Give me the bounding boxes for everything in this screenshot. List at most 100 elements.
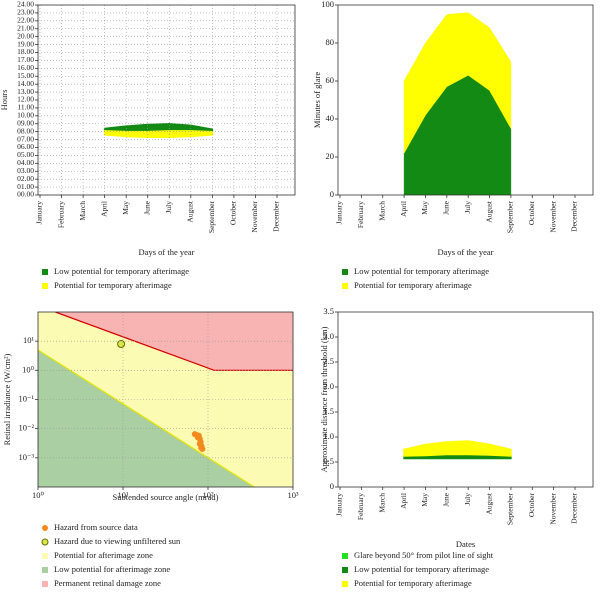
y-tick-label: 02.00	[17, 174, 34, 183]
legend-label: Hazard due to viewing unfiltered sun	[54, 536, 181, 546]
x-tick-label: February	[56, 201, 65, 228]
scatter-point	[198, 444, 205, 451]
y-tick-label: 15.00	[17, 71, 34, 80]
x-tick-label: January	[335, 201, 344, 225]
legend-swatch	[342, 553, 348, 559]
y-tick-label: 17.00	[17, 55, 34, 64]
x-axis-title: Dates	[456, 539, 475, 549]
plot-area	[403, 440, 512, 460]
y-axis-title: Minutes of glare	[312, 72, 322, 128]
legend-label: Glare beyond 50° from pilot line of sigh…	[354, 550, 494, 560]
y-tick-label: 00.00	[17, 190, 34, 199]
x-tick-label: June	[442, 492, 451, 506]
y-tick-label: 2.5	[323, 356, 334, 366]
y-tick-label: 24.00	[17, 0, 34, 9]
x-tick-label: September	[506, 493, 515, 526]
y-tick-label: 08.00	[17, 126, 34, 135]
x-tick-label: August	[484, 492, 493, 515]
y-tick-label: 10¹	[23, 335, 35, 345]
x-tick-label: August	[484, 200, 493, 223]
y-tick-label: 18.00	[17, 47, 34, 56]
y-tick-label: 80	[326, 37, 335, 47]
x-tick-label: January	[35, 201, 44, 225]
legend-label: Potential for afterimage zone	[54, 550, 153, 560]
y-tick-label: 21.00	[17, 23, 34, 32]
legend-swatch	[42, 525, 48, 531]
legend-label: Hazard from source data	[54, 522, 138, 532]
y-tick-label: 40	[326, 113, 335, 123]
legend-swatch	[41, 538, 49, 546]
legend-label: Low potential for temporary afterimage	[54, 266, 189, 276]
x-tick-label: November	[548, 200, 557, 232]
y-tick-label: 04.00	[17, 158, 34, 167]
y-tick-label: 11.00	[17, 103, 34, 112]
legend-swatch	[42, 567, 48, 573]
y-tick-label: 3.0	[323, 331, 334, 341]
x-tick-label: July	[164, 201, 173, 214]
legend-swatch	[342, 283, 348, 289]
chart-panel: 0 0.5 1.0 1.5 2.0 2.5 3.0 3.5 January February Mar…	[319, 306, 594, 588]
legend-label: Low potential for afterimage zone	[54, 564, 170, 574]
x-tick-label: November	[250, 200, 259, 232]
plot-area	[403, 12, 512, 195]
legend-swatch	[342, 581, 348, 587]
chart-panel: 0 20 40 60 80 100 January February March April May…	[312, 0, 594, 290]
legend-swatch	[342, 567, 348, 573]
legend-swatch	[42, 283, 48, 289]
x-tick-label: October	[527, 200, 536, 225]
legend-swatch	[42, 269, 48, 275]
y-tick-label: 05.00	[17, 150, 34, 159]
band-area	[403, 440, 512, 457]
scatter-point	[117, 339, 126, 348]
y-tick-label: 01.00	[17, 182, 34, 191]
y-tick-label: 100	[321, 0, 334, 9]
x-tick-label: June	[442, 200, 451, 214]
y-tick-label: 09.00	[17, 118, 34, 127]
x-tick-label: July	[463, 201, 472, 214]
x-tick-label: December	[570, 201, 579, 232]
y-tick-label: 2.0	[323, 381, 334, 391]
x-tick-label: March	[78, 201, 87, 221]
x-tick-label: October	[527, 492, 536, 517]
x-tick-label: March	[377, 201, 386, 221]
x-tick-label: October	[229, 200, 238, 225]
y-tick-label: 3.5	[323, 306, 334, 316]
legend-swatch	[42, 581, 48, 587]
y-tick-label: 06.00	[17, 142, 34, 151]
x-axis-title: Days of the year	[438, 247, 494, 257]
zone-edge	[38, 349, 255, 487]
y-tick-label: 03.00	[17, 166, 34, 175]
legend-label: Potential for temporary afterimage	[354, 578, 472, 588]
x-axis-title: Subtended source angle (mrad)	[113, 492, 219, 502]
zone	[55, 312, 293, 371]
x-tick-label: September	[207, 201, 216, 234]
plot-frame	[337, 4, 594, 196]
x-tick-label: 10⁰	[32, 490, 45, 500]
x-tick-label: May	[121, 201, 130, 215]
y-tick-label: 10⁰	[22, 364, 35, 374]
y-tick-label: 12.00	[17, 95, 34, 104]
plot-frame	[337, 311, 594, 488]
chart-panel: 10⁻³ 10⁻² 10⁻¹ 10⁰ 10¹ 10⁰ 10¹ 10² 10³ Subtended …	[2, 311, 299, 588]
x-axis-title: Days of the year	[139, 247, 195, 257]
y-tick-label: 19.00	[17, 39, 34, 48]
x-tick-label: April	[399, 201, 408, 217]
chart-panel: 00.0001.0002.0003.0004.0005.0006.0007.00…	[0, 0, 296, 290]
legend-label: Potential for temporary afterimage	[54, 280, 172, 290]
y-axis-title: Retinal irradiance (W/cm²)	[2, 353, 12, 445]
y-tick-label: 20.00	[17, 31, 34, 40]
x-tick-label: April	[99, 201, 108, 217]
x-tick-label: February	[356, 493, 365, 520]
x-tick-label: 10³	[287, 490, 299, 500]
y-tick-label: 10⁻²	[18, 423, 34, 433]
y-tick-label: 10⁻¹	[18, 393, 34, 403]
y-tick-label: 60	[326, 75, 335, 85]
y-tick-label: 1.0	[323, 431, 334, 441]
x-tick-label: December	[570, 493, 579, 524]
x-tick-label: May	[420, 201, 429, 215]
x-tick-label: February	[356, 201, 365, 228]
y-tick-label: 0.5	[323, 456, 334, 466]
legend-label: Permanent retinal damage zone	[54, 578, 161, 588]
x-tick-label: December	[272, 201, 281, 232]
